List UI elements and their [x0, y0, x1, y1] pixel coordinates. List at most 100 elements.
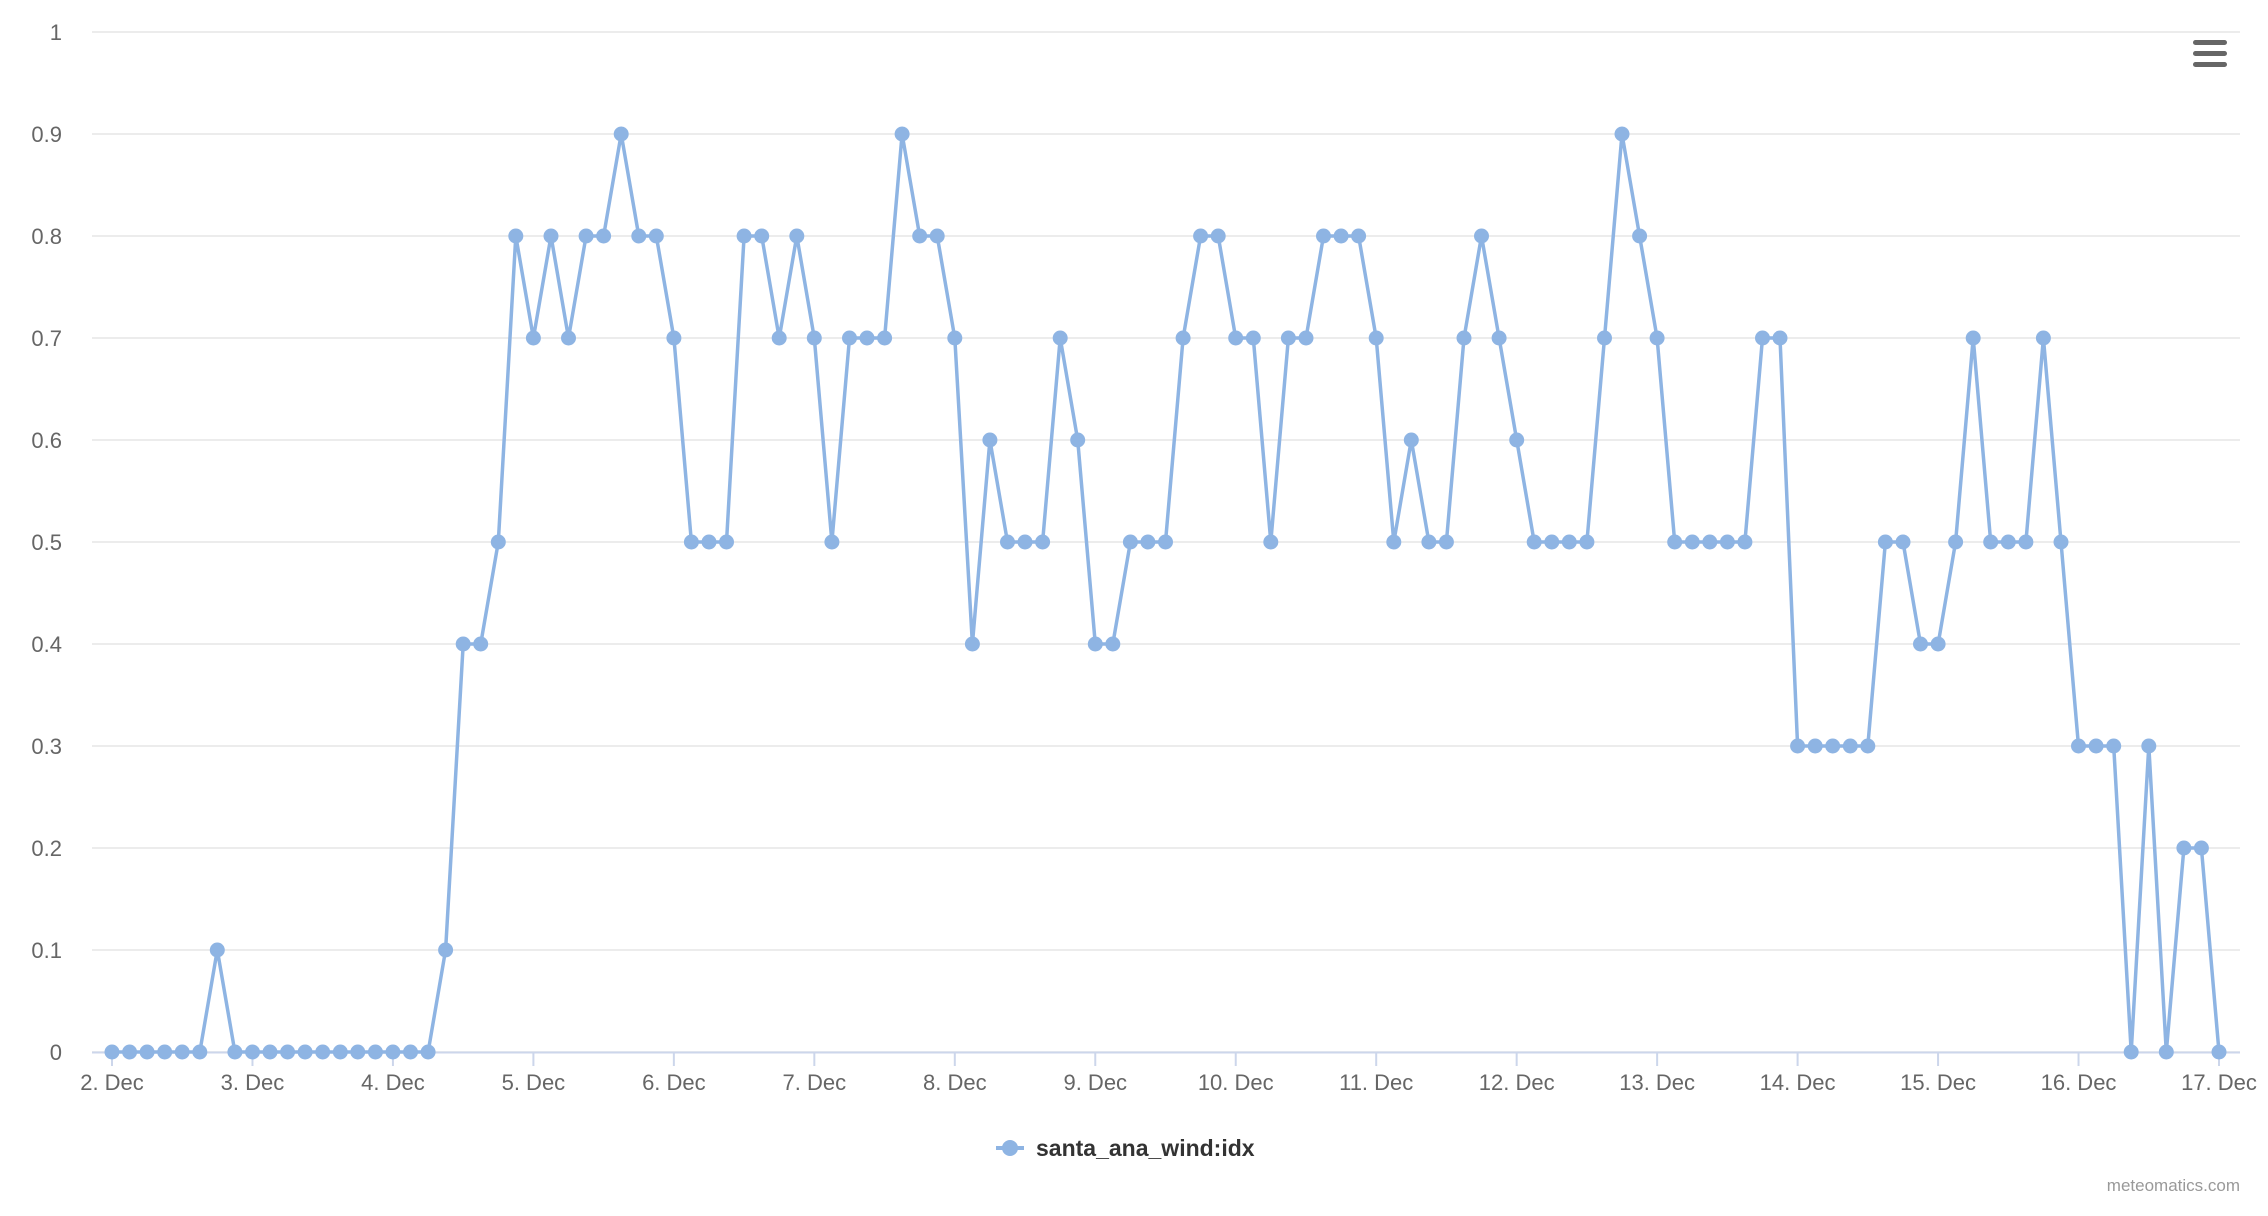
x-tick-label: 10. Dec	[1198, 1070, 1274, 1095]
data-point	[2141, 738, 2157, 754]
data-point	[1316, 228, 1331, 244]
data-point	[1772, 330, 1788, 346]
data-point	[1280, 330, 1296, 346]
data-point	[1948, 534, 1964, 550]
data-point	[227, 1044, 243, 1060]
chart-menu-button[interactable]	[2186, 34, 2234, 74]
credits-link[interactable]: meteomatics.com	[2107, 1176, 2240, 1195]
data-point	[1245, 330, 1261, 346]
menu-icon-bar	[2193, 51, 2227, 56]
data-point	[1842, 738, 1858, 754]
data-point	[2106, 738, 2122, 754]
data-point	[1035, 534, 1051, 550]
data-point	[1807, 738, 1823, 754]
data-point	[350, 1044, 366, 1060]
data-point	[578, 228, 594, 244]
y-tick-label: 0.6	[31, 428, 62, 453]
data-point	[1965, 330, 1981, 346]
data-point	[1755, 330, 1770, 346]
data-point	[209, 942, 225, 958]
data-point	[1456, 330, 1472, 346]
data-point	[1737, 534, 1753, 550]
x-tick-label: 2. Dec	[80, 1070, 144, 1095]
data-point	[1333, 228, 1349, 244]
data-point	[1000, 534, 1015, 550]
data-point	[648, 228, 664, 244]
data-point	[754, 228, 770, 244]
data-point	[525, 330, 541, 346]
data-point	[297, 1044, 313, 1060]
x-tick-label: 11. Dec	[1339, 1070, 1413, 1095]
data-point	[1825, 738, 1841, 754]
data-point	[771, 330, 787, 346]
data-point	[315, 1044, 331, 1060]
data-point	[1438, 534, 1454, 550]
y-tick-label: 0.5	[31, 530, 62, 555]
data-point	[912, 228, 928, 244]
data-point	[964, 636, 980, 652]
y-tick-label: 1	[50, 20, 62, 45]
y-tick-label: 0.4	[31, 632, 62, 657]
data-point	[2123, 1044, 2139, 1060]
data-point	[982, 432, 998, 448]
data-point	[1702, 534, 1718, 550]
data-point	[1158, 534, 1173, 550]
data-point	[490, 534, 506, 550]
data-point	[2211, 1044, 2227, 1060]
data-point	[1930, 636, 1946, 652]
data-point	[631, 228, 647, 244]
data-point	[877, 330, 893, 346]
data-point	[385, 1044, 401, 1060]
data-point	[683, 534, 699, 550]
data-point	[789, 228, 805, 244]
data-point	[1193, 228, 1209, 244]
series-santa-ana-wind	[104, 126, 2227, 1060]
x-tick-label: 9. Dec	[1063, 1070, 1127, 1095]
y-tick-label: 0.8	[31, 224, 62, 249]
data-point	[1210, 228, 1226, 244]
data-point	[701, 534, 717, 550]
data-point	[543, 228, 559, 244]
data-point	[473, 636, 489, 652]
data-point	[1351, 228, 1367, 244]
data-point	[613, 126, 629, 142]
data-point	[508, 228, 524, 244]
data-point	[438, 942, 454, 958]
data-point	[894, 126, 910, 142]
data-point	[2176, 840, 2192, 856]
data-point	[1087, 636, 1103, 652]
data-point	[1491, 330, 1507, 346]
x-tick-label: 7. Dec	[783, 1070, 847, 1095]
data-point	[1052, 330, 1068, 346]
data-point	[1790, 738, 1806, 754]
data-point	[947, 330, 963, 346]
data-point	[842, 330, 857, 346]
data-point	[719, 534, 734, 550]
data-point	[2088, 738, 2104, 754]
data-point	[1403, 432, 1419, 448]
data-point	[2018, 534, 2034, 550]
data-point	[1544, 534, 1560, 550]
data-point	[2000, 534, 2016, 550]
data-point	[1561, 534, 1577, 550]
data-point	[596, 228, 612, 244]
x-tick-label: 3. Dec	[221, 1070, 285, 1095]
data-point	[1228, 330, 1244, 346]
x-tick-label: 16. Dec	[2041, 1070, 2117, 1095]
data-point	[824, 534, 840, 550]
data-point	[1175, 330, 1191, 346]
legend-item[interactable]: santa_ana_wind:idx	[996, 1135, 1255, 1161]
x-tick-label: 8. Dec	[923, 1070, 987, 1095]
legend-symbol-marker	[1002, 1140, 1018, 1156]
x-tick-label: 15. Dec	[1900, 1070, 1976, 1095]
hamburger-menu-icon	[2193, 40, 2227, 67]
data-point	[157, 1044, 173, 1060]
data-point	[1526, 534, 1542, 550]
y-tick-label: 0.3	[31, 734, 62, 759]
data-point	[104, 1044, 120, 1060]
data-point	[1122, 534, 1138, 550]
data-point	[1877, 534, 1893, 550]
data-point	[2071, 738, 2086, 754]
data-point	[1597, 330, 1612, 346]
